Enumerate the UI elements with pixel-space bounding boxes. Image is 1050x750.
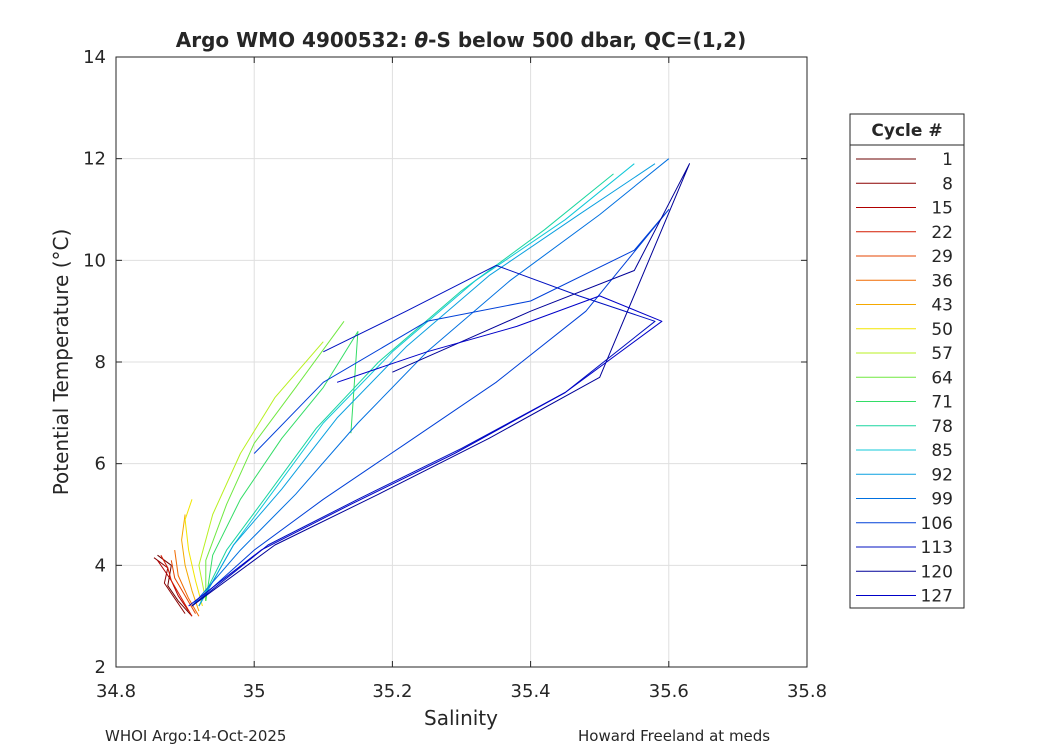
- footer-right-text: Howard Freeland at meds: [578, 727, 770, 745]
- y-tick-label: 14: [83, 47, 106, 68]
- profile-line-cycle-85: [198, 163, 635, 607]
- profile-line-cycle-71: [205, 331, 359, 601]
- profile-line-cycle-106: [191, 209, 670, 607]
- legend-label-29: 29: [931, 247, 953, 267]
- legend-label-71: 71: [931, 393, 953, 413]
- legend-label-15: 15: [931, 199, 953, 219]
- y-tick-label: 8: [95, 352, 106, 373]
- grid-lines: [116, 57, 807, 667]
- y-axis-label: Potential Temperature (°C): [49, 229, 73, 496]
- profile-line-cycle-57: [198, 341, 324, 601]
- profile-line-cycle-113: [191, 264, 656, 607]
- footer-left-text: WHOI Argo:14-Oct-2025: [105, 727, 286, 745]
- legend-label-99: 99: [931, 490, 953, 510]
- legend-label-127: 127: [921, 587, 953, 607]
- x-tick-label: 35.2: [372, 681, 412, 702]
- x-axis-label: Salinity: [424, 706, 498, 730]
- legend-label-1: 1: [942, 150, 953, 170]
- legend-label-8: 8: [942, 174, 953, 194]
- profile-line-cycle-8: [153, 557, 186, 614]
- legend-label-57: 57: [931, 344, 953, 364]
- x-tick-label: 35: [243, 681, 266, 702]
- profile-line-cycle-36: [174, 550, 200, 617]
- profile-line-cycle-78: [198, 173, 614, 607]
- legend-label-120: 120: [921, 562, 953, 582]
- legend-label-85: 85: [931, 441, 953, 461]
- y-tick-label: 6: [95, 454, 106, 475]
- x-tick-label: 34.8: [96, 681, 136, 702]
- legend-title: Cycle #: [871, 121, 942, 141]
- legend-label-106: 106: [921, 514, 953, 534]
- legend-label-92: 92: [931, 465, 953, 485]
- profile-line-cycle-22: [160, 554, 193, 617]
- profile-traces: [153, 158, 690, 617]
- legend-label-22: 22: [931, 223, 953, 243]
- legend-label-64: 64: [931, 368, 953, 388]
- legend-label-78: 78: [931, 417, 953, 437]
- profile-line-cycle-120: [191, 163, 690, 607]
- legend-label-43: 43: [931, 296, 953, 316]
- x-tick-label: 35.6: [649, 681, 689, 702]
- x-tick-label: 35.8: [787, 681, 827, 702]
- chart-title: Argo WMO 4900532: θ-S below 500 dbar, QC…: [176, 28, 746, 52]
- profile-line-cycle-92: [198, 163, 656, 607]
- y-tick-label: 4: [95, 555, 106, 576]
- legend-label-50: 50: [931, 320, 953, 340]
- axis-ticks: 34.8 35 35.2 35.4 35.6 35.8 2 4 6 8 10 12 14: [83, 47, 827, 702]
- legend-label-36: 36: [931, 271, 953, 291]
- profile-line-cycle-50: [184, 499, 203, 607]
- profile-line-cycle-64: [205, 321, 345, 601]
- y-tick-label: 10: [83, 250, 106, 271]
- y-tick-label: 2: [95, 657, 106, 678]
- legend-box: [849, 113, 965, 609]
- legend-label-113: 113: [921, 538, 953, 558]
- profile-line-cycle-43: [181, 514, 200, 612]
- profile-line-cycle-1: [157, 554, 193, 617]
- profile-line-cycle-127: [188, 295, 663, 607]
- x-tick-label: 35.4: [511, 681, 551, 702]
- legend: Cycle # 18152229364350576471788592991061…: [849, 113, 965, 609]
- profile-line-cycle-99: [191, 158, 670, 607]
- legend-entries: 1 8 15 22 29 36 43 50 57 64 71 78 85 92 99 106 113 120 127: [856, 150, 953, 607]
- y-tick-label: 12: [83, 149, 106, 170]
